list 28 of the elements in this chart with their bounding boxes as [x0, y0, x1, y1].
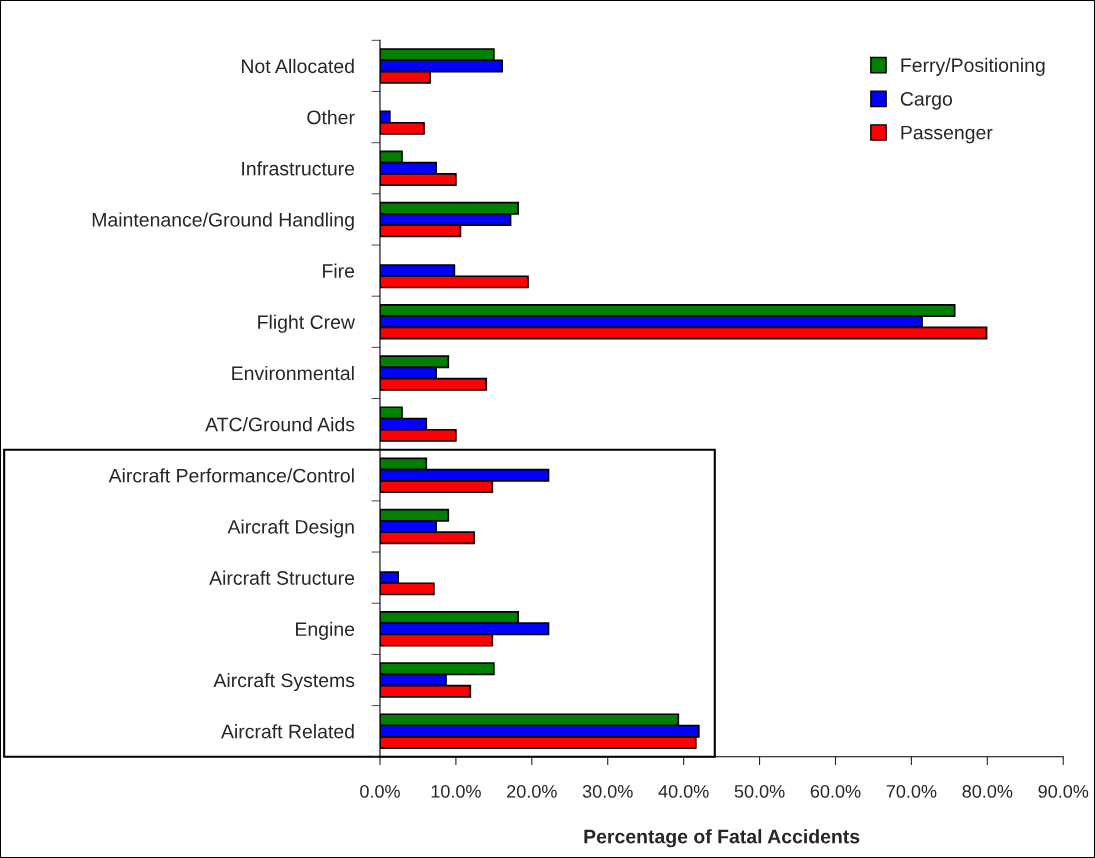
y-tick-label: Aircraft Design [227, 519, 354, 538]
x-axis-title: Percentage of Fatal Accidents [584, 829, 860, 848]
legend-label: Ferry/Positioning [901, 57, 1045, 76]
x-tick-label: 60.0% [810, 785, 861, 798]
legend-label: Cargo [900, 92, 953, 110]
x-tick-label: 70.0% [886, 785, 937, 798]
y-tick-label: Fire [323, 263, 355, 278]
x-tick-label: 50.0% [734, 785, 785, 798]
y-tick-label: Aircraft Related [221, 724, 354, 739]
x-tick-label: 30.0% [582, 785, 633, 798]
y-tick-label: Engine [296, 621, 355, 640]
y-tick-label: Flight Crew [258, 314, 356, 333]
x-tick-label: 20.0% [507, 785, 557, 798]
x-tick-label: 90.0% [1038, 785, 1089, 798]
y-tick-label: Not Allocated [241, 58, 354, 74]
y-tick-label: Other [307, 110, 355, 125]
y-tick-label: ATC/Ground Aids [205, 417, 355, 432]
y-tick-label: Aircraft Structure [209, 570, 355, 585]
y-tick-label: Environmental [232, 365, 354, 381]
y-tick-label: Aircraft Systems [213, 672, 355, 692]
y-tick-label: Aircraft Performance/Control [108, 468, 354, 483]
y-tick-label: Maintenance/Ground Handling [92, 212, 354, 231]
x-tick-label: 40.0% [658, 785, 709, 798]
y-tick-label: Infrastructure [242, 161, 355, 176]
x-tick-label: 80.0% [962, 785, 1013, 798]
x-tick-label: 10.0% [431, 785, 481, 798]
legend-label: Passenger [901, 125, 993, 144]
x-tick-label: 0.0% [360, 785, 400, 798]
